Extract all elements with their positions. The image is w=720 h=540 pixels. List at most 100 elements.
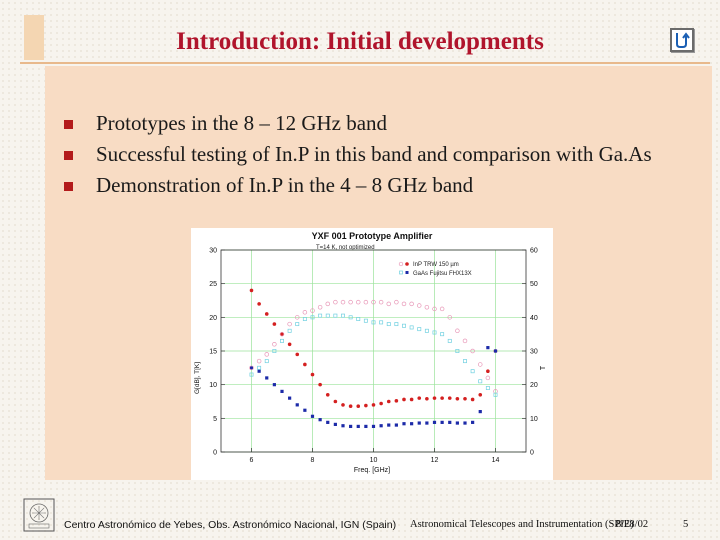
legend-marker [405,271,409,274]
x-tick-label: 8 [311,457,315,464]
data-point [249,288,254,293]
x-tick-label: 12 [431,457,439,464]
data-point [318,313,323,318]
data-point [333,422,337,426]
header-divider [20,62,710,64]
data-point [417,327,422,332]
data-point [424,304,430,310]
data-point [310,315,315,320]
data-point [348,299,353,305]
data-point [425,421,429,425]
data-point [440,332,445,337]
y-tick-label-right: 0 [530,450,534,457]
bullet-text: Demonstration of In.P in the 4 – 8 GHz b… [96,173,474,197]
square-bullet-icon [64,120,73,129]
data-point [478,379,483,384]
data-point [272,322,277,326]
data-point [417,421,421,425]
data-point [318,382,322,387]
x-tick-label: 6 [250,457,254,464]
data-point [371,403,376,407]
data-point [310,372,315,377]
data-point [363,318,368,323]
data-point [349,424,353,429]
data-point [325,392,330,397]
data-point [486,369,490,373]
data-point [478,392,483,397]
data-point [462,338,468,344]
data-point [317,304,323,310]
y-tick-label-right: 50 [530,281,538,288]
bullet-text: Successful testing of In.P in this band … [96,142,652,166]
x-tick-label: 14 [492,457,500,464]
return-arrow-icon [676,32,690,48]
data-point [447,396,452,400]
data-point [363,299,369,305]
chart-svg: YXF 001 Prototype Amplifier T=14 K, not … [194,231,547,474]
legend-marker [398,261,404,267]
data-point [257,302,261,306]
data-point [386,301,392,307]
data-point [417,303,422,308]
data-point [387,423,391,427]
data-point [264,312,269,316]
y-tick-label-left: 5 [213,416,217,423]
data-point [272,342,277,347]
y-tick-label-left: 20 [209,315,217,322]
footer-date: 8/28/02 [616,519,649,530]
y-tick-label-left: 0 [213,450,217,457]
x-axis-label: Freq. [GHz] [354,467,390,474]
y-axis-label-right: T [540,365,547,370]
data-point [302,317,307,321]
data-point [455,397,460,401]
data-point [326,420,330,424]
data-point [310,414,315,418]
return-button[interactable] [670,28,694,52]
data-point [424,328,429,333]
data-point [485,375,491,381]
y-tick-label-left: 10 [209,382,217,389]
data-point [394,423,398,427]
data-point [348,404,353,409]
data-point [333,399,338,404]
data-point [439,306,445,312]
data-point [356,404,361,409]
data-point [341,403,345,407]
data-point [478,362,483,367]
institution-seal-icon [23,498,55,532]
data-point [447,338,452,343]
data-point [371,299,376,305]
data-point [340,299,346,305]
data-point [348,315,353,320]
data-point [303,408,307,412]
data-point [287,342,292,347]
square-bullet-icon [64,151,73,160]
legend-label: GaAs Fujitsu FHX13X [413,271,472,277]
data-point [394,399,399,403]
data-point [364,403,368,408]
footer-conference: Astronomical Telescopes and Instrumentat… [410,519,634,530]
y-tick-label-right: 10 [530,416,538,423]
data-point [257,369,261,373]
data-point [432,306,437,312]
data-point [432,420,437,424]
legend-marker [399,270,403,275]
data-point [394,322,399,327]
slide-title: Introduction: Initial developments [176,28,544,55]
data-point [379,424,383,428]
data-point [378,299,384,305]
data-point [455,328,460,334]
data-point [471,420,475,424]
bullet-item: Prototypes in the 8 – 12 GHz band [64,108,720,139]
data-point [463,359,467,364]
data-point [371,320,376,325]
data-point [470,348,475,354]
data-point [463,397,467,401]
data-point [249,366,254,370]
data-point [264,352,269,357]
data-point [333,299,338,305]
data-point [295,322,300,327]
data-point [333,313,338,318]
y-tick-label-right: 20 [530,382,538,389]
data-point [417,396,422,400]
